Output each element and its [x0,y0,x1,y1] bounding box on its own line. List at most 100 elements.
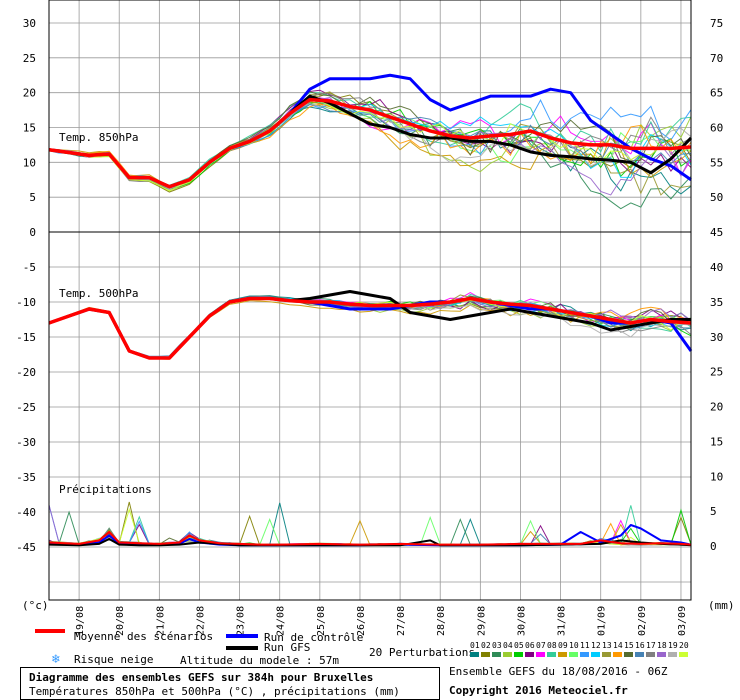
y-tick-label-left: 30 [23,17,36,30]
perturbation-id-label: 10 [569,641,579,650]
y-tick-label-right: 75 [710,17,723,30]
perturbation-line [48,89,692,189]
perturbation-swatch [470,652,479,657]
x-tick-label: 20/08 [115,606,126,636]
perturbation-swatch [536,652,545,657]
perturbation-id-label: 04 [503,641,513,650]
run-info: Ensemble GEFS du 18/08/2016 - 06Z [449,665,668,678]
perturbation-line [48,298,692,358]
ensemble-mean-line [48,97,692,189]
y-tick-label-left: 0 [29,226,36,239]
snow-icon: ❄ [52,652,60,667]
y-tick-label-right: 15 [710,435,723,448]
perturbation-swatch [514,652,523,657]
x-tick-label: 26/08 [356,606,367,636]
perturbation-id-label: 11 [580,641,590,650]
perturbation-id-label: 14 [613,641,623,650]
legend-gfs-swatch [226,646,258,650]
x-tick-label: 24/08 [276,606,287,636]
perturbation-swatch [525,652,534,657]
panel-title-500: Temp. 500hPa [59,287,138,300]
perturbation-swatch [657,652,666,657]
x-tick-label: 21/08 [155,606,166,636]
y-tick-label-right: 30 [710,331,723,344]
x-tick-label: 02/09 [637,606,648,636]
perturbation-swatch [547,652,556,657]
perturbation-id-label: 17 [646,641,656,650]
ensemble-mean-line [48,531,692,546]
y-tick-label-left: -40 [16,506,36,519]
perturbation-id-label: 18 [657,641,667,650]
perturbations-label: 20 Perturbations [369,646,475,659]
y-tick-label-left: -15 [16,331,36,344]
perturbation-id-label: 19 [668,641,678,650]
axis-tick-labels: 0 5 10 15 20 25 30 -45 -40 -35 -30 -25 -20 -15 -10 -5 45… [16,17,723,636]
perturbation-swatch [580,652,589,657]
legend-mean-swatch [35,629,65,633]
main-lines [48,73,693,547]
y-tick-label-left: -35 [16,471,36,484]
grid [49,0,691,600]
x-tick-label: 01/09 [597,606,608,636]
x-tick-label: 23/08 [236,606,247,636]
perturbation-id-label: 12 [591,641,601,650]
perturbation-swatch [613,652,622,657]
legend-gfs-label: Run GFS [264,641,311,654]
y-tick-label-right: 65 [710,87,723,100]
perturbation-swatch [635,652,644,657]
unit-right-label: (mm) [708,599,735,612]
perturbation-id-label: 08 [547,641,557,650]
perturbation-swatch [602,652,611,657]
y-tick-label-left: -30 [16,436,36,449]
legend-mean-label: Moyenne des scénarios [74,630,214,643]
y-tick-label-left: 5 [29,191,36,204]
x-tick-label: 27/08 [396,606,407,636]
y-tick-label-right: 35 [710,296,723,309]
perturbation-swatch [558,652,567,657]
y-tick-label-right: 55 [710,156,723,169]
x-tick-label: 19/08 [75,606,86,636]
y-tick-label-left: -45 [16,541,36,554]
copyright: Copyright 2016 Meteociel.fr [449,684,628,697]
footer-title: Diagramme des ensembles GEFS sur 384h po… [29,671,374,684]
perturbation-swatch [591,652,600,657]
perturbation-line [48,96,692,192]
perturbation-id-label: 02 [481,641,491,650]
y-tick-label-right: 20 [710,401,723,414]
perturbation-id-label: 15 [624,641,634,650]
perturbation-id-label: 16 [635,641,645,650]
footer-subtitle: Températures 850hPa et 500hPa (°C) , pré… [29,685,400,698]
y-tick-label-right: 60 [710,122,723,135]
control-run-line [48,73,692,189]
y-tick-label-right: 70 [710,52,723,65]
perturbation-id-label: 06 [525,641,535,650]
perturbation-id-label: 09 [558,641,568,650]
legend-control-label: Run de contrôle [264,631,364,644]
y-tick-label-right: 0 [710,540,717,553]
perturbation-id-label: 20 [679,641,689,650]
y-tick-label-left: -10 [16,296,36,309]
y-tick-label-right: 40 [710,261,723,274]
perturbation-id-label: 01 [470,641,480,650]
y-tick-label-right: 45 [710,226,723,239]
y-tick-label-right: 10 [710,470,723,483]
plot-frame [48,0,692,601]
ensemble-mean-line [48,296,692,360]
y-tick-label-right: 50 [710,191,723,204]
panel-title-precip: Précipitations [59,483,152,496]
y-tick-label-left: -5 [23,261,36,274]
y-tick-label-left: 25 [23,52,36,65]
perturbation-swatch [481,652,490,657]
perturbation-swatch [492,652,501,657]
x-tick-label: 22/08 [195,606,206,636]
perturbation-line [48,91,692,188]
y-tick-label-left: -20 [16,366,36,379]
legend-control-swatch [226,634,258,638]
y-tick-label-left: 10 [23,156,36,169]
x-tick-label: 30/08 [516,606,527,636]
perturbation-id-label: 13 [602,641,612,650]
x-tick-label: 25/08 [316,606,327,636]
y-tick-label-left: 15 [23,122,36,135]
perturbation-swatch [503,652,512,657]
